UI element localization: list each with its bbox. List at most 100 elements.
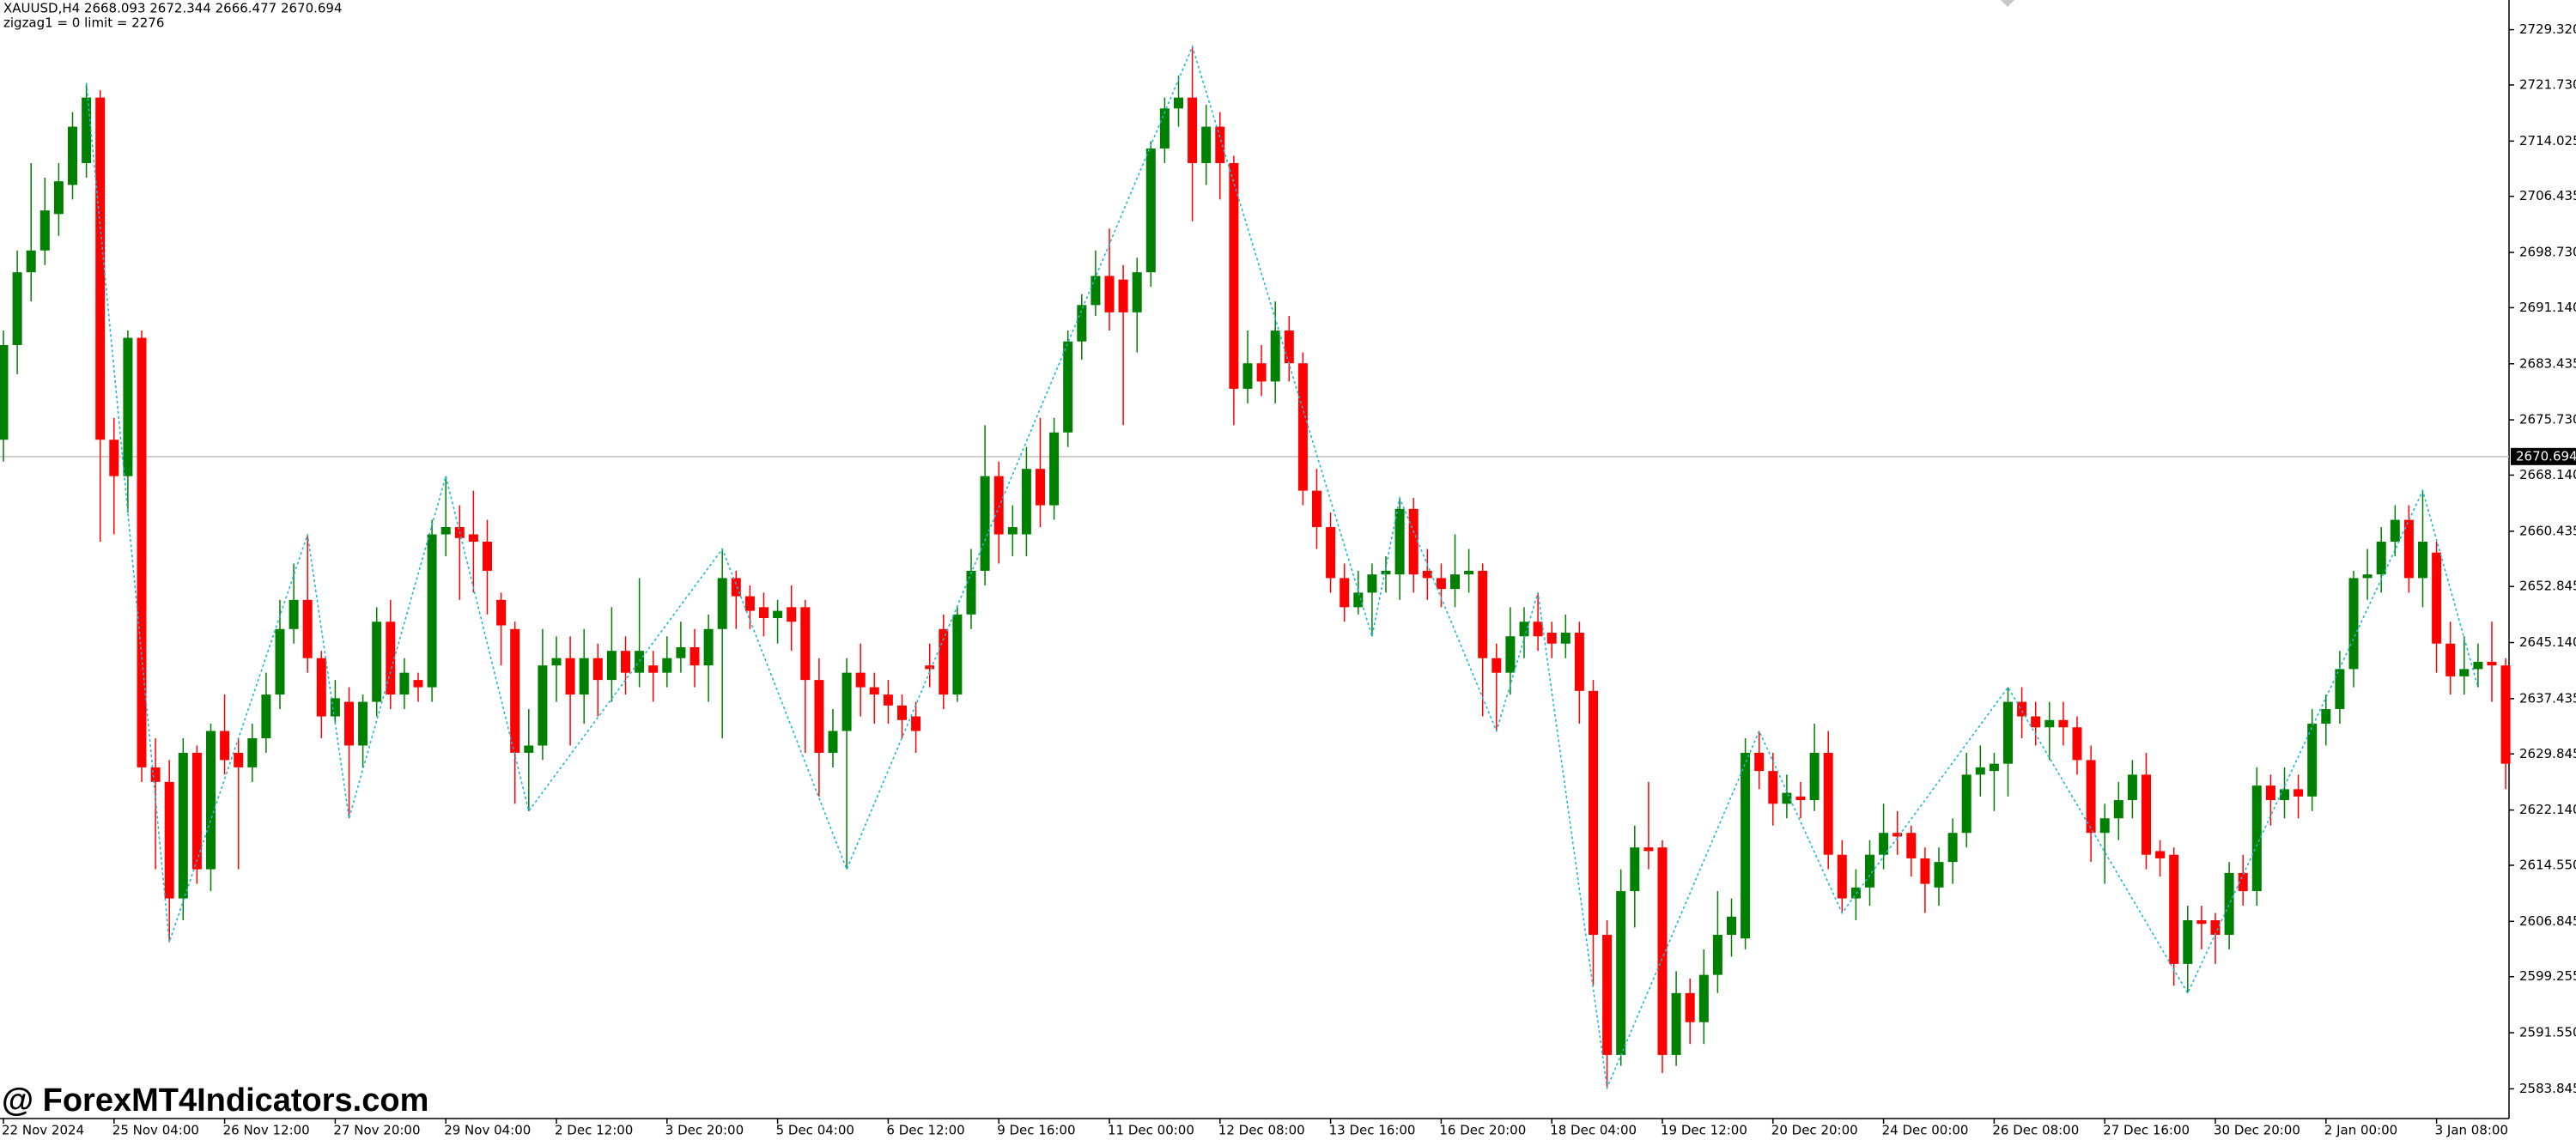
- candle-body: [316, 658, 326, 717]
- candle-body: [178, 752, 188, 899]
- candle-body: [2210, 920, 2221, 935]
- candle-body: [635, 651, 645, 673]
- y-tick-label: 2614.550: [2519, 857, 2576, 872]
- x-tick-label: 26 Dec 08:00: [1992, 1123, 2079, 1138]
- candle-body: [1104, 276, 1115, 312]
- watermark: @ ForexMT4Indicators.com: [2, 1082, 428, 1119]
- candle-body: [1422, 570, 1432, 579]
- candle-body: [855, 672, 866, 688]
- candle-body: [2487, 661, 2497, 666]
- candle-body: [2362, 574, 2372, 579]
- candle-body: [717, 578, 727, 629]
- candle-body: [2169, 854, 2179, 964]
- candle-body: [731, 578, 741, 597]
- x-tick-label: 20 Dec 20:00: [1771, 1123, 1858, 1138]
- candle-body: [2348, 578, 2359, 670]
- candle-body: [1657, 847, 1668, 1055]
- candle-body: [1712, 934, 1722, 975]
- candle-body: [2293, 789, 2304, 797]
- candle-body: [1394, 508, 1405, 575]
- candle-body: [980, 476, 990, 571]
- x-tick-label: 18 Dec 04:00: [1550, 1123, 1637, 1138]
- candle-body: [2335, 669, 2345, 710]
- candle-body: [911, 716, 921, 731]
- candle-body: [1727, 916, 1736, 935]
- candle-body: [1256, 363, 1267, 382]
- candle-body: [2058, 719, 2069, 728]
- candle-body: [247, 737, 258, 767]
- candle-body: [1893, 833, 1903, 837]
- x-tick-label: 27 Nov 20:00: [333, 1123, 420, 1138]
- candle-body: [648, 665, 659, 673]
- y-tick-label: 2606.845: [2519, 913, 2576, 929]
- candle-body: [2500, 665, 2511, 764]
- candle-body: [2418, 541, 2427, 579]
- x-tick-label: 11 Dec 00:00: [1108, 1123, 1194, 1138]
- candle-body: [150, 767, 161, 782]
- candle-body: [2031, 716, 2041, 728]
- candle-body: [2086, 760, 2096, 834]
- candle-body: [869, 687, 879, 695]
- scroll-marker[interactable]: [2001, 0, 2014, 7]
- candle-body: [524, 745, 534, 753]
- y-tick-label: 2622.140: [2519, 802, 2576, 817]
- x-tick-label: 19 Dec 12:00: [1661, 1123, 1747, 1138]
- candle-body: [1879, 833, 1889, 855]
- candle-body: [330, 698, 340, 717]
- candle-body: [1989, 763, 1999, 772]
- candle-body: [427, 534, 437, 688]
- candle-body: [2003, 701, 2013, 764]
- candle-body: [1754, 752, 1765, 772]
- x-tick-label: 22 Nov 2024: [2, 1123, 84, 1138]
- candle-body: [2127, 774, 2137, 801]
- candle-body: [483, 541, 492, 571]
- candle-body: [579, 658, 589, 695]
- candle-body: [1906, 833, 1917, 858]
- y-tick-label: 2591.550: [2519, 1025, 2576, 1040]
- candle-body: [2265, 785, 2275, 801]
- candle-body: [26, 250, 36, 273]
- y-tick-label: 2729.320: [2519, 21, 2576, 37]
- candle-body: [1574, 633, 1584, 691]
- candle-body: [206, 731, 216, 870]
- candle-body: [2072, 727, 2082, 761]
- candle-body: [690, 646, 700, 666]
- candle-body: [234, 752, 244, 767]
- candle-body: [1450, 574, 1460, 590]
- candle-body: [1934, 862, 1944, 888]
- candle-body: [510, 628, 520, 753]
- candle-body: [372, 622, 382, 702]
- candle-body: [2459, 669, 2470, 676]
- candle-body: [1589, 690, 1598, 935]
- candle-body: [1837, 854, 1847, 899]
- x-tick-label: 25 Nov 04:00: [112, 1123, 199, 1138]
- candle-body: [897, 705, 907, 720]
- candle-body: [289, 599, 299, 629]
- candle-body: [1132, 272, 1142, 312]
- candle-body: [12, 272, 22, 346]
- x-tick-label: 3 Dec 20:00: [665, 1123, 744, 1138]
- candle-body: [565, 658, 575, 695]
- candle-body: [2017, 701, 2027, 717]
- candle-body: [1215, 126, 1225, 163]
- candle-body: [841, 672, 852, 731]
- candle-body: [1823, 752, 1833, 855]
- y-tick-label: 2698.730: [2519, 245, 2576, 260]
- candle-body: [302, 599, 313, 658]
- candle-body: [1616, 891, 1626, 1055]
- indicator-label: zigzag1 = 0 limit = 2276: [3, 15, 164, 31]
- candle-body: [1546, 633, 1557, 644]
- candle-body: [939, 628, 949, 695]
- candle-body: [925, 665, 935, 670]
- candle-body: [1795, 796, 1806, 801]
- candle-body: [1077, 305, 1087, 342]
- y-tick-label: 2629.845: [2519, 746, 2576, 761]
- candle-body: [621, 651, 630, 673]
- candle-body: [1464, 570, 1474, 575]
- candle-body: [759, 607, 769, 619]
- x-tick-label: 27 Dec 16:00: [2103, 1123, 2190, 1138]
- candle-body: [2390, 519, 2400, 542]
- x-tick-label: 12 Dec 08:00: [1218, 1123, 1305, 1138]
- candle-body: [606, 651, 617, 681]
